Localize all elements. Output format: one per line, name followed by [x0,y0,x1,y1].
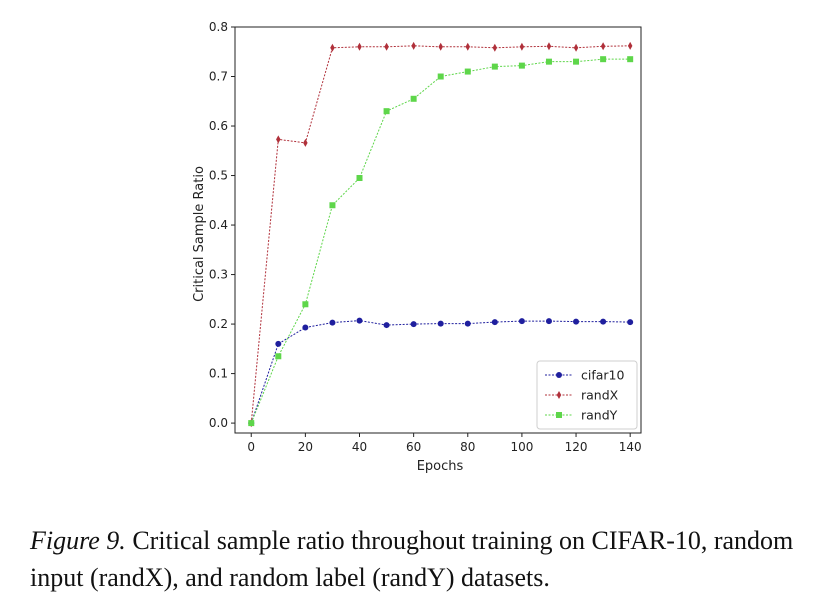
data-point-randX [411,41,416,50]
caption-text: Critical sample ratio throughout trainin… [30,526,794,592]
data-point-randX [384,42,389,51]
x-axis-title: Epochs [417,459,464,474]
data-point-cifar10 [356,317,363,324]
data-point-randX [492,43,498,52]
legend: cifar10 randX randY [536,360,638,430]
data-point-randY [464,68,471,75]
y-tick-label: 0.4 [209,218,228,232]
data-point-cifar10 [464,320,471,327]
data-point-randX [330,43,335,52]
data-point-cifar10 [437,320,444,327]
x-tick-label: 140 [619,440,642,454]
y-tick-label: 0.5 [209,169,228,183]
legend-label-cifar10: cifar10 [581,368,624,383]
data-point-randX [600,42,606,51]
legend-label-randX: randX [581,388,619,403]
data-point-cifar10 [275,340,282,347]
y-tick-label: 0.0 [209,416,228,430]
x-tick-label: 80 [460,440,475,454]
data-point-randX [546,42,552,51]
x-tick-label: 100 [510,440,533,454]
y-tick-label: 0.2 [209,317,228,331]
data-point-randY [600,56,607,63]
y-tick-label: 0.7 [209,70,228,84]
data-point-randX [303,138,308,147]
legend-label-randY: randY [581,408,618,423]
data-point-randY [356,175,363,182]
figure-caption: Figure 9. Critical sample ratio througho… [30,522,830,596]
figure-label: Figure 9. [30,526,126,555]
x-tick-label: 120 [565,440,588,454]
data-point-randY [248,420,255,427]
plot-area: 0 20 40 60 80 100 120 140 0.0 0.1 0.2 0.3 0.4 0.5 0.6 0… [209,20,642,454]
data-point-randX [357,42,362,51]
x-tick-label: 60 [406,440,421,454]
data-point-randY [545,58,552,65]
data-point-randX [627,41,633,50]
series-line-randY [250,58,631,424]
data-point-cifar10 [600,318,607,325]
line-chart: 0 20 40 60 80 100 120 140 0.0 0.1 0.2 0.3 0.4 0.5 0.6 0… [192,20,642,474]
legend-marker-randY [556,412,562,418]
data-point-cifar10 [627,319,634,326]
y-tick-label: 0.1 [209,367,228,381]
legend-marker-cifar10 [556,372,562,378]
data-point-cifar10 [518,318,525,325]
legend-marker-randX [556,391,562,399]
data-point-randX [573,43,579,52]
y-tick-label: 0.6 [209,119,228,133]
data-point-randY [302,301,309,308]
y-tick-label: 0.3 [209,268,228,282]
data-point-randY [491,63,498,70]
x-tick-label: 40 [352,440,367,454]
data-point-randY [437,73,444,80]
data-point-randX [276,135,281,144]
y-axis-title: Critical Sample Ratio [192,166,207,302]
data-point-randY [410,95,417,102]
plot-frame [234,26,642,434]
data-point-randX [519,42,525,51]
data-point-cifar10 [491,319,498,326]
data-point-cifar10 [410,321,417,328]
y-tick-label: 0.8 [209,20,228,34]
data-point-cifar10 [302,324,309,331]
data-point-randY [275,353,282,360]
data-point-randY [329,202,336,209]
data-point-cifar10 [573,318,580,325]
x-tick-label: 20 [298,440,313,454]
data-point-cifar10 [545,318,552,325]
data-point-randY [518,62,525,69]
data-point-randY [383,108,390,115]
data-point-randX [465,42,471,51]
data-point-cifar10 [329,319,336,326]
data-point-cifar10 [383,322,390,329]
data-point-randY [627,56,634,63]
x-tick-label: 0 [247,440,255,454]
data-point-randY [573,58,580,65]
data-point-randX [438,42,443,51]
